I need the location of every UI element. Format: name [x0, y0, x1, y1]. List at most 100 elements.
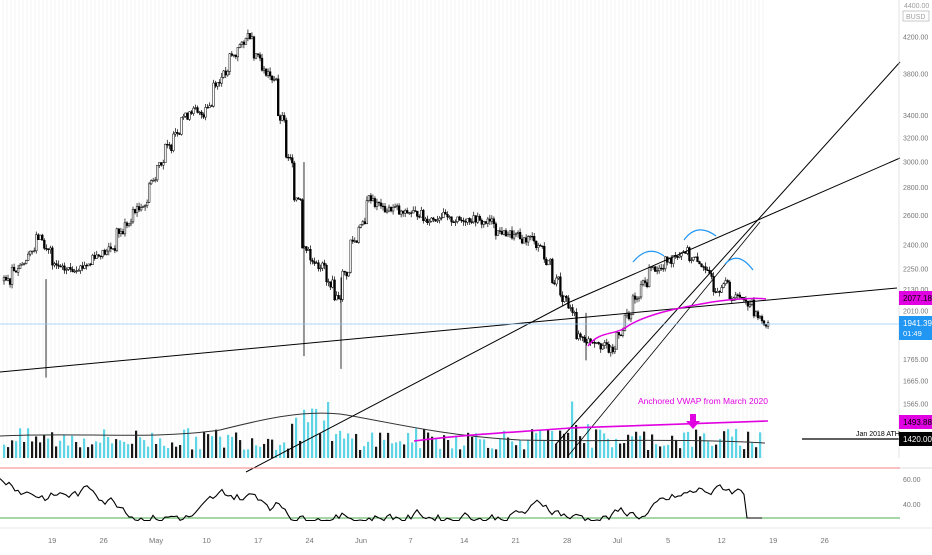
volume-bar [679, 448, 682, 458]
candle-up [526, 236, 530, 243]
volume-bar [139, 437, 142, 458]
candle-up [238, 44, 242, 48]
candle-down [498, 230, 502, 232]
ath-annotation: Jan 2018 ATH [856, 431, 900, 438]
volume-bar [471, 436, 474, 458]
candle-down [210, 105, 213, 107]
candle-up [456, 216, 459, 222]
volume-bar [627, 434, 630, 458]
volume-bar [711, 445, 714, 458]
candle-up [131, 209, 135, 223]
volume-bar [671, 435, 674, 458]
volume-bar [299, 440, 302, 458]
candle-up [428, 221, 431, 224]
candle-up [73, 271, 76, 273]
candle-up [145, 201, 149, 206]
volume-bar [531, 429, 534, 458]
volume-bar [107, 437, 110, 458]
candle-down [760, 316, 764, 322]
candle-down [377, 201, 381, 204]
svg-text:1493.88: 1493.88 [903, 418, 932, 427]
candle-up [53, 263, 56, 266]
candle-down [643, 280, 647, 283]
volume-bar [419, 448, 422, 458]
volume-bar [91, 444, 94, 458]
volume-bar [15, 441, 18, 458]
volume-bar [3, 444, 6, 458]
volume-bar [147, 446, 150, 458]
candle-up [694, 256, 697, 258]
candle-up [87, 263, 90, 266]
volume-bar [623, 443, 626, 458]
volume-bar [103, 429, 106, 458]
volume-bar [723, 431, 726, 458]
candle-up [141, 206, 145, 208]
candle-down [458, 216, 461, 221]
candle-up [722, 283, 725, 288]
candle-up [601, 345, 604, 350]
candle-down [297, 197, 300, 200]
volume-bar [7, 447, 10, 458]
volume-bar [499, 438, 502, 458]
volume-bar [447, 439, 450, 458]
volume-bar [367, 441, 370, 458]
candle-up [18, 264, 22, 269]
volume-bar [507, 437, 510, 458]
volume-bar [155, 443, 158, 458]
volume-bar [35, 436, 38, 458]
volume-bar [255, 445, 258, 458]
candle-up [246, 33, 250, 39]
candle-up [156, 165, 159, 181]
rsi-pane: 60.00 40.00 [0, 467, 932, 522]
candle-down [571, 307, 574, 313]
volume-bar [591, 447, 594, 458]
candle-up [361, 221, 364, 225]
candle-down [627, 312, 631, 320]
candle-up [319, 267, 322, 270]
candle-down [317, 262, 320, 269]
candle-up [49, 247, 52, 250]
candle-up [272, 79, 276, 81]
volume-bar [395, 442, 398, 458]
volume-bar [379, 432, 382, 458]
time-axis[interactable]: 19 26 May 10 17 24 Jun 7 14 21 28 Jul 5 12 19 26 [0, 527, 932, 545]
price-axis[interactable]: 4200.00 3800.00 3400.00 3200.00 3000.00 2800.… [898, 0, 928, 458]
candle-down [279, 115, 282, 121]
volume-bar [343, 438, 346, 458]
volume-bar [207, 434, 210, 458]
candle-up [404, 210, 407, 214]
candle-up [164, 144, 167, 163]
volume-bar [739, 445, 742, 458]
volume-bar [119, 440, 122, 458]
candle-up [107, 246, 110, 252]
current-price-label: 1941.39 [903, 319, 932, 328]
volume-bar [51, 432, 54, 458]
volume-bar [439, 448, 442, 458]
candle-down [168, 144, 171, 146]
candle-up [635, 297, 639, 300]
candle-up [595, 342, 598, 344]
volume-bar [279, 444, 282, 458]
volume-bar [75, 441, 78, 458]
volume-bar [455, 436, 458, 458]
candle-down [283, 115, 286, 121]
candle-up [357, 227, 360, 243]
volume-bar [115, 439, 118, 458]
candle-down [541, 245, 544, 247]
volume-bar [11, 440, 14, 458]
candle-up [613, 348, 616, 353]
candle-down [301, 199, 304, 249]
candle-up [637, 296, 641, 299]
volume-bar [443, 435, 446, 458]
volume-bar [655, 444, 658, 458]
candle-up [750, 299, 754, 305]
volume-bar [699, 436, 702, 458]
candle-up [150, 180, 153, 185]
trendline [555, 61, 901, 445]
candle-down [559, 276, 562, 296]
avwap-2020-line [413, 420, 769, 442]
candle-down [422, 210, 425, 221]
candle-up [506, 234, 510, 237]
